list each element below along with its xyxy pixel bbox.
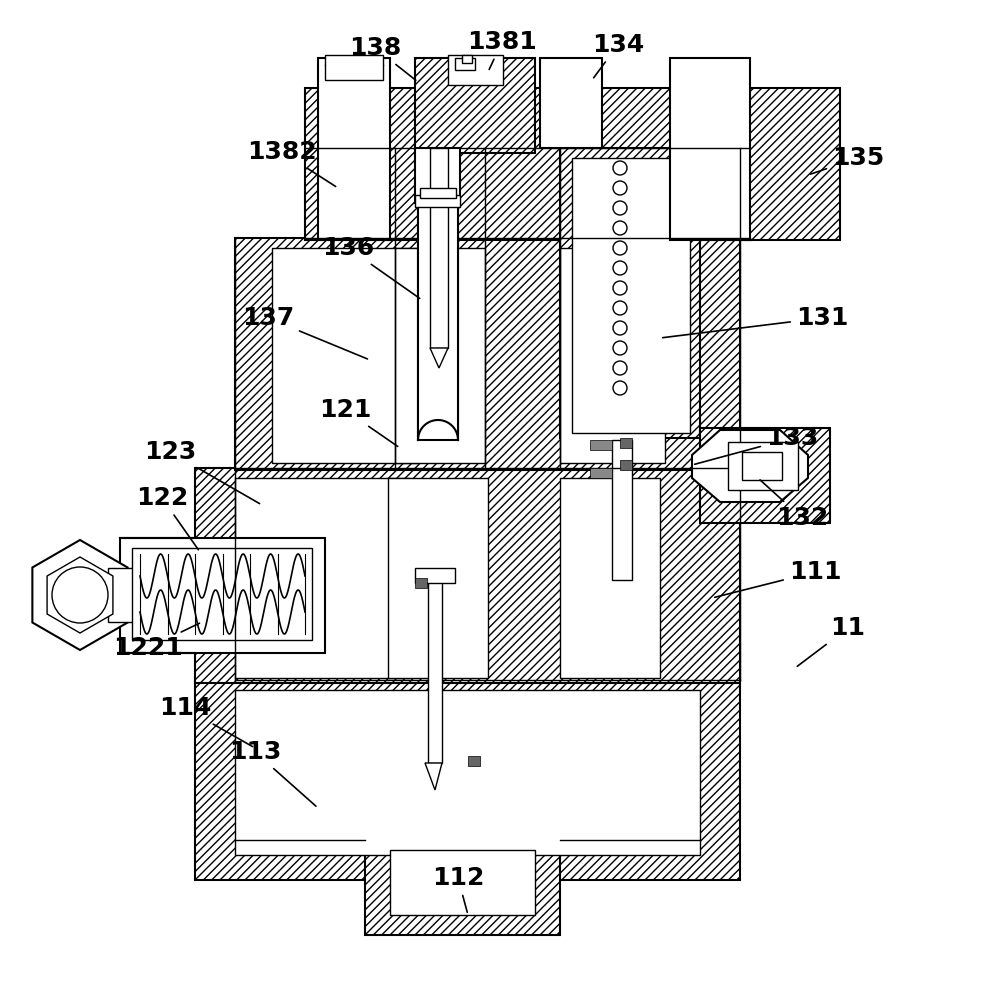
Bar [120, 538, 325, 653]
Text: 1382: 1382 [247, 140, 336, 186]
Circle shape [52, 567, 108, 623]
Polygon shape [425, 763, 442, 790]
Bar [325, 55, 383, 80]
Bar [132, 548, 312, 640]
Bar [468, 756, 480, 766]
Bar [670, 58, 750, 240]
Bar [395, 248, 485, 463]
Circle shape [613, 341, 627, 355]
Text: 113: 113 [229, 740, 316, 806]
Bar [415, 568, 455, 583]
Bar [272, 248, 417, 463]
Bar [742, 452, 782, 480]
Bar [195, 680, 740, 880]
Circle shape [613, 301, 627, 315]
Bar [195, 468, 740, 683]
Text: 1381: 1381 [467, 30, 537, 69]
Bar [388, 478, 488, 678]
Bar [748, 88, 840, 240]
Text: 122: 122 [136, 486, 198, 550]
Circle shape [613, 241, 627, 255]
Text: 135: 135 [811, 146, 884, 175]
Polygon shape [32, 540, 128, 650]
Bar [428, 578, 442, 763]
Bar [560, 478, 660, 678]
Bar [235, 238, 740, 470]
Bar [612, 440, 632, 580]
Bar [415, 148, 460, 203]
Bar [390, 850, 535, 915]
Text: 121: 121 [319, 398, 398, 446]
Polygon shape [692, 430, 808, 502]
Bar [418, 200, 458, 440]
Circle shape [613, 261, 627, 275]
Bar [540, 58, 602, 148]
Bar [415, 578, 427, 588]
Bar [462, 55, 472, 63]
Text: 136: 136 [322, 236, 420, 299]
Text: 111: 111 [715, 560, 841, 597]
Circle shape [613, 161, 627, 175]
Bar [305, 88, 750, 240]
Text: 1221: 1221 [113, 623, 199, 660]
Text: 11: 11 [797, 616, 866, 667]
Bar [235, 478, 410, 678]
Bar [590, 468, 612, 478]
Bar [415, 195, 460, 207]
Text: 137: 137 [242, 306, 367, 359]
Bar [728, 442, 798, 490]
Bar [455, 58, 475, 70]
Text: 112: 112 [432, 866, 484, 913]
Bar [108, 568, 133, 622]
Bar [560, 248, 665, 463]
Bar [590, 440, 612, 450]
Bar [415, 58, 535, 153]
Circle shape [613, 181, 627, 195]
Text: 133: 133 [695, 426, 818, 464]
Text: 123: 123 [144, 440, 260, 504]
Bar [448, 55, 503, 85]
Circle shape [613, 221, 627, 235]
Polygon shape [430, 348, 448, 368]
Bar [420, 188, 456, 198]
Bar [560, 148, 700, 438]
Text: 138: 138 [349, 36, 416, 80]
Circle shape [613, 321, 627, 335]
Circle shape [613, 201, 627, 215]
Circle shape [613, 281, 627, 295]
Bar [235, 690, 700, 855]
Bar [365, 840, 560, 935]
Bar [430, 148, 448, 348]
Text: 132: 132 [760, 480, 828, 530]
Bar [700, 428, 830, 523]
Bar [620, 438, 632, 448]
Bar [620, 460, 632, 470]
Text: 134: 134 [592, 33, 644, 77]
Polygon shape [47, 557, 113, 633]
Bar [572, 158, 690, 433]
Circle shape [613, 381, 627, 395]
Circle shape [613, 361, 627, 375]
Text: 131: 131 [663, 306, 848, 337]
Text: 114: 114 [159, 696, 253, 747]
Bar [318, 58, 390, 240]
